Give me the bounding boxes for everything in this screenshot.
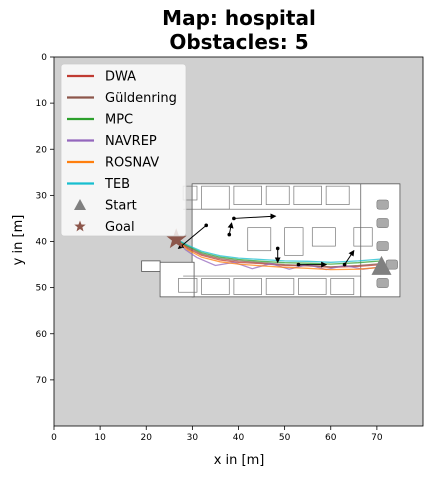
axes: 0 10 20 30 40 50 60 70 0 10 20 30 40 50 60 70 (36, 53, 383, 443)
x-axis-label: x in [m] (214, 453, 265, 468)
obstacle-tracks (177, 213, 355, 268)
obstacle-point-0 (232, 216, 236, 221)
chart-title-line1: Map: hospital (162, 6, 316, 30)
map-room-12 (233, 278, 262, 295)
y-tick-label-3: 30 (36, 191, 48, 201)
chart-title-line2: Obstacles: 5 (169, 30, 308, 54)
trajectory-teb (175, 238, 382, 263)
map-room-4 (293, 185, 322, 205)
map-wing (159, 261, 195, 298)
trajectories (175, 238, 382, 271)
map-room-8 (247, 227, 272, 252)
y-tick-label-5: 50 (36, 284, 48, 294)
map-furniture-0 (376, 199, 389, 210)
y-tick-label-0: 0 (41, 53, 47, 63)
legend-start-marker (74, 199, 86, 210)
y-axis-label: y in [m] (11, 215, 26, 266)
goal-marker (165, 228, 187, 249)
obstacle-track-5 (344, 249, 355, 265)
trajectory-mpc (175, 238, 382, 265)
x-tick-label-5: 50 (279, 433, 291, 443)
map-furniture-4 (385, 259, 398, 270)
legend-label-dwa: DWA (105, 70, 136, 85)
obstacle-track-1 (227, 222, 234, 235)
map-furniture-2 (376, 241, 389, 251)
map-room-11 (201, 278, 230, 295)
legend-label-mpc: MPC (105, 113, 133, 128)
legend: DWA Güldenring MPC NAVREP ROSNAV TEB Start Goal (60, 63, 187, 237)
legend-label-start: Start (105, 199, 137, 214)
x-tick-label-1: 10 (94, 433, 106, 443)
legend-box (60, 63, 187, 237)
map-room-10 (178, 278, 198, 293)
x-tick-label-6: 60 (325, 433, 337, 443)
x-tick-label-4: 40 (233, 433, 245, 443)
obstacle-track-0 (233, 213, 277, 220)
map-room-6 (311, 227, 336, 247)
obstacle-point-3 (275, 246, 280, 251)
obstacle-track-2 (177, 224, 207, 250)
map-room-9 (353, 227, 373, 247)
y-tick-label-7: 70 (36, 376, 48, 386)
map-floor (191, 183, 401, 298)
obstacle-point-5 (342, 262, 347, 267)
legend-label-teb: TEB (104, 177, 130, 192)
map-room-2 (233, 185, 262, 205)
legend-label-rosnav: ROSNAV (105, 156, 159, 171)
map-room-5 (325, 185, 350, 205)
obstacle-point-1 (227, 232, 232, 237)
x-tick-label-7: 70 (371, 433, 383, 443)
markers (165, 228, 392, 275)
map-furniture-3 (376, 278, 389, 288)
obstacle-point-2 (204, 223, 209, 228)
y-tick-label-1: 10 (36, 99, 48, 109)
legend-goal-marker (74, 220, 86, 232)
map-furniture-1 (376, 218, 389, 228)
x-tick-label-2: 20 (141, 433, 153, 443)
map-room-3 (265, 185, 290, 205)
map-entrance (141, 260, 161, 272)
legend-label-navrep: NAVREP (105, 134, 157, 149)
map-room-13 (265, 278, 295, 295)
start-marker (371, 255, 392, 275)
trajectory-rosnav (175, 238, 382, 271)
obstacle-point-4 (296, 262, 301, 267)
legend-label-goal: Goal (105, 220, 135, 235)
map-room-7 (284, 227, 304, 256)
y-tick-label-4: 40 (36, 238, 48, 248)
map-layer (141, 183, 401, 298)
y-tick-label-2: 20 (36, 145, 48, 155)
x-tick-label-3: 30 (187, 433, 199, 443)
x-tick-label-0: 0 (51, 433, 57, 443)
y-tick-label-6: 60 (36, 330, 48, 340)
legend-label-güldenring: Güldenring (105, 91, 177, 106)
map-room-15 (330, 278, 355, 295)
map-room-14 (298, 278, 327, 295)
